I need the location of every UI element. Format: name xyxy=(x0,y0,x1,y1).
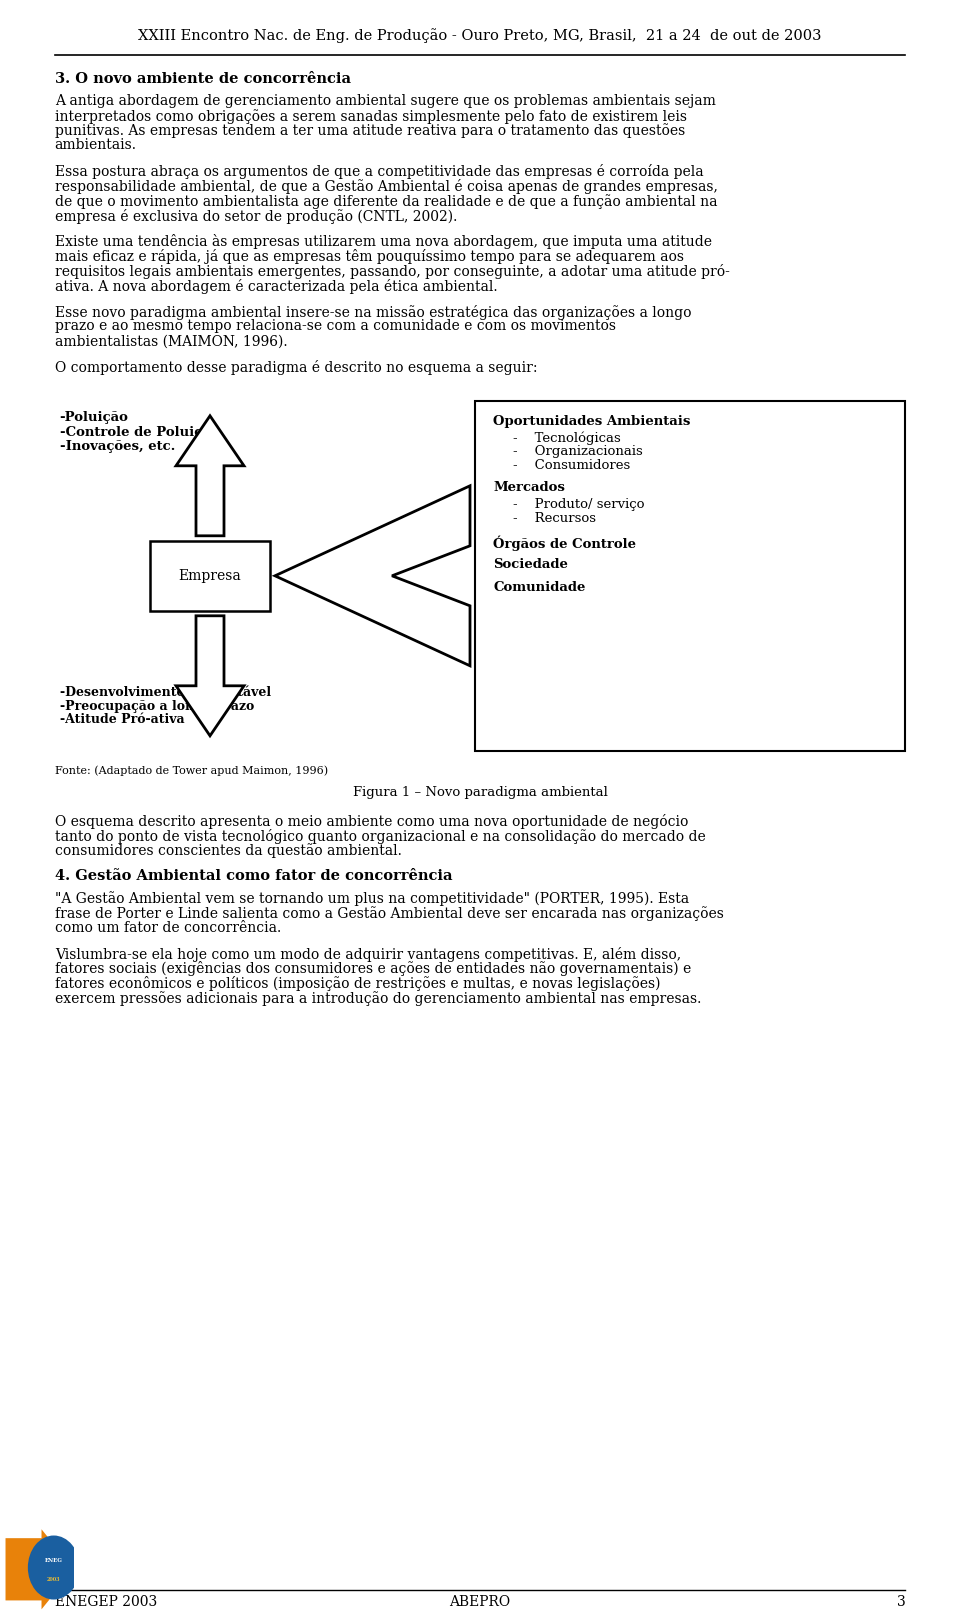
Text: Fonte: (Adaptado de Tower apud Maimon, 1996): Fonte: (Adaptado de Tower apud Maimon, 1… xyxy=(55,766,328,776)
Polygon shape xyxy=(176,616,244,736)
Text: como um fator de concorrência.: como um fator de concorrência. xyxy=(55,920,281,935)
Text: Existe uma tendência às empresas utilizarem uma nova abordagem, que imputa uma a: Existe uma tendência às empresas utiliza… xyxy=(55,234,711,249)
Text: punitivas. As empresas tendem a ter uma atitude reativa para o tratamento das qu: punitivas. As empresas tendem a ter uma … xyxy=(55,123,685,139)
Text: A antiga abordagem de gerenciamento ambiental sugere que os problemas ambientais: A antiga abordagem de gerenciamento ambi… xyxy=(55,94,715,108)
Text: "A Gestão Ambiental vem se tornando um plus na competitividade" (PORTER, 1995). : "A Gestão Ambiental vem se tornando um p… xyxy=(55,891,689,906)
Text: -    Produto/ serviço: - Produto/ serviço xyxy=(513,498,644,511)
Text: ENEG: ENEG xyxy=(45,1557,62,1564)
Text: XXIII Encontro Nac. de Eng. de Produção - Ouro Preto, MG, Brasil,  21 a 24  de o: XXIII Encontro Nac. de Eng. de Produção … xyxy=(138,27,822,44)
Text: -    Tecnológicas: - Tecnológicas xyxy=(513,432,621,445)
Text: O esquema descrito apresenta o meio ambiente como uma nova oportunidade de negóc: O esquema descrito apresenta o meio ambi… xyxy=(55,813,688,830)
Text: 2003: 2003 xyxy=(47,1578,60,1583)
Text: empresa é exclusiva do setor de produção (CNTL, 2002).: empresa é exclusiva do setor de produção… xyxy=(55,209,457,223)
Text: -Controle de Poluição: -Controle de Poluição xyxy=(60,425,219,438)
Text: tanto do ponto de vista tecnológico quanto organizacional e na consolidação do m: tanto do ponto de vista tecnológico quan… xyxy=(55,828,706,844)
Text: 3. O novo ambiente de concorrência: 3. O novo ambiente de concorrência xyxy=(55,73,350,86)
Text: exercem pressões adicionais para a introdução do gerenciamento ambiental nas emp: exercem pressões adicionais para a intro… xyxy=(55,991,701,1006)
Text: Oportunidades Ambientais: Oportunidades Ambientais xyxy=(493,416,690,429)
Text: frase de Porter e Linde salienta como a Gestão Ambiental deve ser encarada nas o: frase de Porter e Linde salienta como a … xyxy=(55,906,724,920)
Text: requisitos legais ambientais emergentes, passando, por conseguinte, a adotar uma: requisitos legais ambientais emergentes,… xyxy=(55,264,730,280)
Text: Comunidade: Comunidade xyxy=(493,581,586,593)
Text: O comportamento desse paradigma é descrito no esquema a seguir:: O comportamento desse paradigma é descri… xyxy=(55,361,538,375)
FancyBboxPatch shape xyxy=(475,401,905,750)
Text: -Inovações, etc.: -Inovações, etc. xyxy=(60,440,175,453)
Text: Vislumbra-se ela hoje como um modo de adquirir vantagens competitivas. E, além d: Vislumbra-se ela hoje como um modo de ad… xyxy=(55,946,681,962)
Text: -Preocupação a longo prazo: -Preocupação a longo prazo xyxy=(60,700,254,713)
Text: de que o movimento ambientalista age diferente da realidade e de que a função am: de que o movimento ambientalista age dif… xyxy=(55,194,717,209)
Text: responsabilidade ambiental, de que a Gestão Ambiental é coisa apenas de grandes : responsabilidade ambiental, de que a Ges… xyxy=(55,179,717,194)
Text: Empresa: Empresa xyxy=(179,569,241,582)
Text: Sociedade: Sociedade xyxy=(493,558,568,571)
Text: ambientais.: ambientais. xyxy=(55,139,136,152)
Polygon shape xyxy=(275,485,470,666)
Text: 3: 3 xyxy=(897,1594,905,1609)
Text: consumidores conscientes da questão ambiental.: consumidores conscientes da questão ambi… xyxy=(55,844,401,859)
Text: ABEPRO: ABEPRO xyxy=(449,1594,511,1609)
Circle shape xyxy=(28,1536,80,1599)
Text: Esse novo paradigma ambiental insere-se na missão estratégica das organizações a: Esse novo paradigma ambiental insere-se … xyxy=(55,304,691,320)
Text: -Desenvolvimento Sustentável: -Desenvolvimento Sustentável xyxy=(60,686,271,699)
Text: fatores sociais (exigências dos consumidores e ações de entidades não governamen: fatores sociais (exigências dos consumid… xyxy=(55,962,691,977)
FancyBboxPatch shape xyxy=(150,540,270,611)
Text: prazo e ao mesmo tempo relaciona-se com a comunidade e com os movimentos: prazo e ao mesmo tempo relaciona-se com … xyxy=(55,320,615,333)
Text: interpretados como obrigações a serem sanadas simplesmente pelo fato de existire: interpretados como obrigações a serem sa… xyxy=(55,108,686,123)
Text: mais eficaz e rápida, já que as empresas têm pouquíssimo tempo para se adequarem: mais eficaz e rápida, já que as empresas… xyxy=(55,249,684,264)
Polygon shape xyxy=(176,416,244,535)
Text: -Atitude Pró-ativa: -Atitude Pró-ativa xyxy=(60,713,184,726)
Text: Figura 1 – Novo paradigma ambiental: Figura 1 – Novo paradigma ambiental xyxy=(352,786,608,799)
Text: -    Organizacionais: - Organizacionais xyxy=(513,445,643,458)
Text: 4. Gestão Ambiental como fator de concorrência: 4. Gestão Ambiental como fator de concor… xyxy=(55,870,452,883)
Text: Mercados: Mercados xyxy=(493,480,564,495)
Text: Essa postura abraça os argumentos de que a competitividade das empresas é corroí: Essa postura abraça os argumentos de que… xyxy=(55,165,704,179)
Text: -    Recursos: - Recursos xyxy=(513,511,596,524)
Text: fatores econômicos e políticos (imposição de restrições e multas, e novas legisl: fatores econômicos e políticos (imposiçã… xyxy=(55,977,660,991)
Polygon shape xyxy=(6,1530,74,1609)
Text: ativa. A nova abordagem é caracterizada pela ética ambiental.: ativa. A nova abordagem é caracterizada … xyxy=(55,278,497,294)
Text: -    Consumidores: - Consumidores xyxy=(513,459,631,472)
Text: ambientalistas (MAIMON, 1996).: ambientalistas (MAIMON, 1996). xyxy=(55,335,287,348)
Text: -Poluição: -Poluição xyxy=(60,411,129,424)
Text: ENEGEP 2003: ENEGEP 2003 xyxy=(55,1594,157,1609)
Text: Órgãos de Controle: Órgãos de Controle xyxy=(493,535,636,551)
